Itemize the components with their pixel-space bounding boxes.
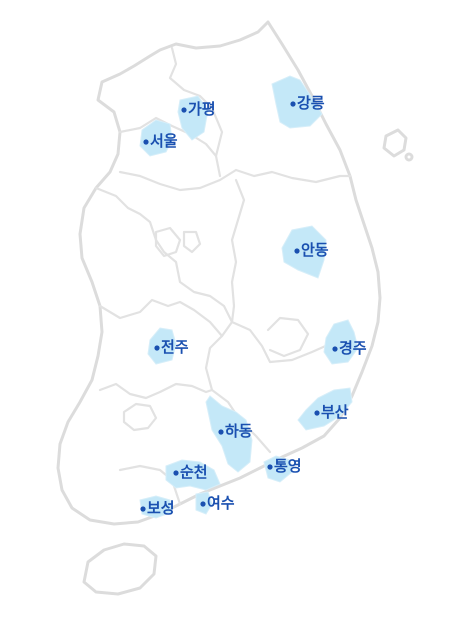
region-gapyeong[interactable]	[177, 95, 209, 141]
province-border	[122, 402, 158, 432]
city-marker-andong	[294, 248, 300, 254]
province-border	[266, 316, 310, 358]
city-marker-seoul	[143, 139, 149, 145]
jeju-island	[82, 542, 158, 596]
province-border	[94, 186, 234, 324]
city-marker-gapyeong	[181, 107, 187, 113]
province-border	[182, 230, 202, 254]
city-label-suncheon[interactable]: 순천	[180, 463, 208, 481]
region-boseong[interactable]	[139, 495, 173, 519]
city-marker-yeosu	[200, 501, 206, 507]
province-border	[118, 464, 182, 506]
region-tongyeong[interactable]	[263, 455, 293, 483]
city-marker-tongyeong	[267, 464, 273, 470]
province-border	[204, 178, 246, 392]
city-marker-jeonju	[154, 345, 160, 351]
city-markers	[140, 101, 338, 512]
province-border	[118, 116, 218, 158]
city-marker-busan	[314, 410, 320, 416]
city-label-gangneung[interactable]: 강릉	[297, 94, 325, 112]
region-suncheon[interactable]	[165, 459, 221, 491]
ulleung-island	[382, 128, 408, 158]
region-gangneung[interactable]	[271, 75, 323, 129]
province-border	[154, 226, 182, 258]
city-label-busan[interactable]: 부산	[321, 403, 349, 421]
province-border	[98, 382, 214, 400]
province-border	[230, 320, 332, 364]
province-border	[118, 168, 352, 192]
region-andong[interactable]	[281, 225, 327, 279]
province-border	[98, 298, 224, 338]
city-label-gyeongju[interactable]: 경주	[339, 339, 367, 357]
city-label-andong[interactable]: 안동	[301, 241, 329, 259]
city-marker-gangneung	[290, 101, 296, 107]
city-label-jeonju[interactable]: 전주	[161, 338, 189, 356]
region-hadong[interactable]	[205, 395, 253, 473]
city-label-seoul[interactable]: 서울	[150, 132, 178, 150]
region-busan[interactable]	[297, 387, 353, 431]
city-label-boseong[interactable]: 보성	[147, 499, 175, 517]
mainland-outline	[56, 20, 382, 526]
city-marker-boseong	[140, 506, 146, 512]
region-gyeongju[interactable]	[323, 319, 359, 365]
city-marker-suncheon	[173, 470, 179, 476]
city-label-hadong[interactable]: 하동	[225, 422, 253, 440]
city-label-tongyeong[interactable]: 통영	[274, 457, 302, 475]
region-jeonju[interactable]	[147, 327, 177, 365]
dokdo-island	[404, 152, 414, 162]
city-marker-gyeongju	[332, 346, 338, 352]
city-label-gapyeong[interactable]: 가평	[188, 100, 216, 118]
province-border	[168, 46, 224, 178]
city-label-yeosu[interactable]: 여수	[207, 494, 235, 512]
region-seoul[interactable]	[139, 119, 173, 157]
city-marker-hadong	[218, 429, 224, 435]
